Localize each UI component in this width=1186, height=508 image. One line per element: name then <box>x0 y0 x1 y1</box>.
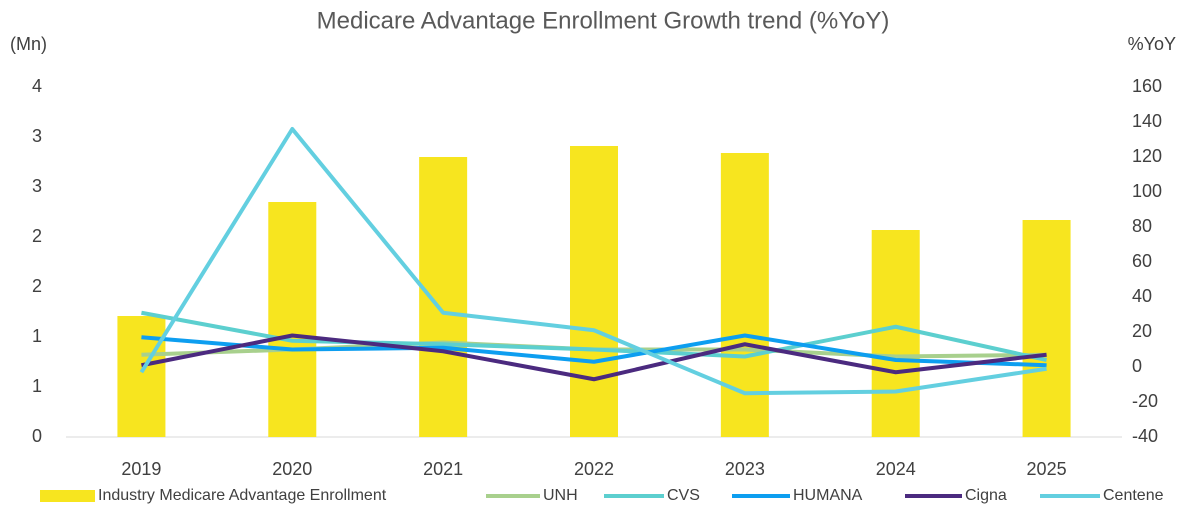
x-tick-label: 2025 <box>1027 459 1067 479</box>
legend-label: CVS <box>667 487 700 504</box>
y-tick-label: 2 <box>32 276 42 296</box>
line-series <box>141 310 1048 362</box>
bar <box>1022 220 1071 437</box>
y2-tick-label: 60 <box>1132 251 1152 271</box>
bar <box>268 202 317 437</box>
y-tick-label: 3 <box>32 176 42 196</box>
y2-tick-label: -40 <box>1132 426 1158 446</box>
y-tick-label: 3 <box>32 126 42 146</box>
bar <box>720 153 769 437</box>
y-tick-label: 0 <box>32 426 42 446</box>
x-tick-label: 2024 <box>876 459 916 479</box>
legend-label: HUMANA <box>793 487 863 504</box>
y2-tick-label: 0 <box>1132 356 1142 376</box>
bar <box>419 157 468 437</box>
x-tick-label: 2020 <box>272 459 312 479</box>
line-series <box>139 127 1047 396</box>
y-tick-label: 4 <box>32 76 42 96</box>
y2-axis-label: %YoY <box>1128 34 1176 54</box>
y2-tick-label: -20 <box>1132 391 1158 411</box>
y2-tick-label: 80 <box>1132 216 1152 236</box>
line-series <box>141 333 1047 368</box>
bar <box>871 230 920 437</box>
y2-tick-label: 40 <box>1132 286 1152 306</box>
legend-label: Centene <box>1103 487 1164 504</box>
line-series <box>141 333 1047 382</box>
y-axis-label: (Mn) <box>10 34 47 54</box>
bar <box>117 316 166 437</box>
y2-tick-label: 160 <box>1132 76 1162 96</box>
x-tick-label: 2022 <box>574 459 614 479</box>
y2-tick-label: 140 <box>1132 111 1162 131</box>
y-tick-label: 2 <box>32 226 42 246</box>
legend-swatch <box>40 490 95 502</box>
legend-label: UNH <box>543 487 578 504</box>
y2-tick-label: 100 <box>1132 181 1162 201</box>
y-tick-label: 1 <box>32 376 42 396</box>
x-tick-label: 2019 <box>121 459 161 479</box>
legend-label: Cigna <box>965 487 1007 504</box>
chart-title: Medicare Advantage Enrollment Growth tre… <box>317 7 890 34</box>
y-tick-label: 1 <box>32 326 42 346</box>
x-tick-label: 2021 <box>423 459 463 479</box>
bar <box>570 146 618 437</box>
x-tick-label: 2023 <box>725 459 765 479</box>
legend-label: Industry Medicare Advantage Enrollment <box>98 487 387 504</box>
y2-tick-label: 120 <box>1132 146 1162 166</box>
y2-tick-label: 20 <box>1132 321 1152 341</box>
